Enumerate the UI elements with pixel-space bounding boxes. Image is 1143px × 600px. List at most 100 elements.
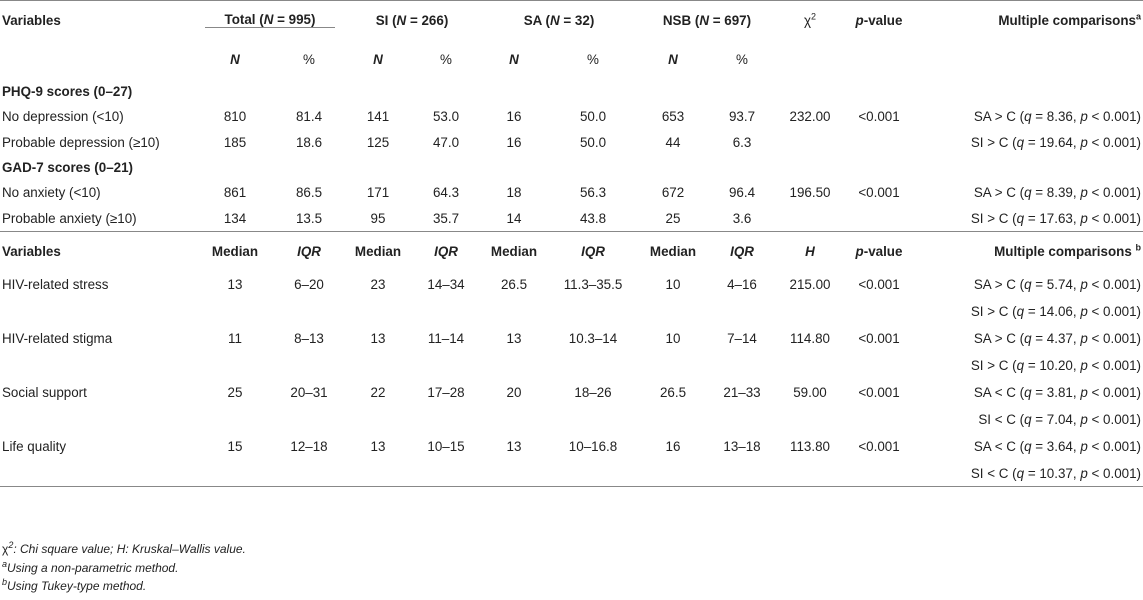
empty-cell <box>638 460 708 487</box>
cell-value: 10 <box>665 276 681 292</box>
row-label: No anxiety (<10) <box>2 184 101 200</box>
pct-header: % <box>736 51 748 67</box>
footnote-b: bUsing Tukey-type method. <box>2 577 147 594</box>
empty-cell <box>638 298 708 324</box>
empty-cell <box>412 406 480 432</box>
cell-value: 50.0 <box>579 134 607 150</box>
header-row-continuous: Variables Median IQR Median IQR Median IQR Medi… <box>0 232 1143 271</box>
cell-value: 18.6 <box>295 134 323 150</box>
cell-value: 53.0 <box>432 108 460 124</box>
n-header: N <box>668 51 678 67</box>
empty-cell <box>638 352 708 378</box>
cell-value: 21–33 <box>723 384 761 400</box>
cell-value: 6.3 <box>732 134 752 150</box>
empty-cell <box>638 406 708 432</box>
cell-value: 13 <box>506 438 522 454</box>
empty-cell <box>776 298 844 324</box>
chi-square-value: 232.00 <box>789 108 831 124</box>
iqr-header: IQR <box>434 243 458 259</box>
empty-cell <box>0 352 196 378</box>
table-row: No depression (<10) 810 81.4 141 53.0 16 50.0 6… <box>0 103 1143 129</box>
cell-value: 12–18 <box>290 438 328 454</box>
header-row-groups: Variables Total (N = 995) SI (N = 266) S… <box>0 0 1143 39</box>
row-label: HIV-related stress <box>2 276 109 292</box>
empty-cell <box>0 460 196 487</box>
table-row: HIV-related stress 13 6–20 23 14–34 26.5 11.3–… <box>0 270 1143 298</box>
cell-value: 10 <box>665 330 681 346</box>
cell-value: 25 <box>227 384 243 400</box>
h-value: 114.80 <box>790 330 830 346</box>
h-header: H <box>805 243 815 259</box>
section-title: GAD-7 scores (0–21) <box>2 159 133 175</box>
cell-value: 16 <box>506 108 522 124</box>
chi-square-value <box>776 205 844 232</box>
p-value <box>844 129 914 155</box>
cell-value: 810 <box>223 108 247 124</box>
table-row: Life quality 15 12–18 13 10–15 13 10–16.8 16 13–… <box>0 432 1143 460</box>
cell-value: 95 <box>344 205 412 232</box>
iqr-header: IQR <box>581 243 605 259</box>
row-label: No depression (<10) <box>2 108 124 124</box>
cell-value: 86.5 <box>295 184 323 200</box>
empty-cell <box>548 352 638 378</box>
table-footnotes: χ2: Chi square value; H: Kruskal–Wallis … <box>2 540 246 596</box>
cell-value: 8–13 <box>294 330 324 346</box>
empty-cell <box>776 406 844 432</box>
row-label: Probable depression (≥10) <box>2 134 160 150</box>
cell-value: 20–31 <box>290 384 328 400</box>
cell-value: 13 <box>370 438 386 454</box>
cell-value: 16 <box>506 134 522 150</box>
cell-value: 96.4 <box>728 184 756 200</box>
row-label: HIV-related stigma <box>2 330 113 346</box>
cell-value: 13 <box>227 276 243 292</box>
empty-cell <box>412 460 480 487</box>
chi-square-value: 196.50 <box>789 184 831 200</box>
cell-value: 861 <box>223 184 247 200</box>
p-value: <0.001 <box>858 330 900 346</box>
table-row: Probable anxiety (≥10) 134 13.5 95 35.7 14 43.… <box>0 205 1143 232</box>
empty-cell <box>548 460 638 487</box>
table-row: Probable depression (≥10) 185 18.6 125 47.0 1… <box>0 129 1143 155</box>
section-title-row: PHQ-9 scores (0–27) <box>0 79 1143 103</box>
multiple-comparison: SI > C (q = 19.64, p < 0.001) <box>970 134 1141 150</box>
footnote-a: aUsing a non-parametric method. <box>2 558 179 575</box>
cell-value: 11 <box>228 330 242 346</box>
empty-cell <box>0 298 196 324</box>
cell-value: 64.3 <box>432 184 460 200</box>
empty-cell <box>0 406 196 432</box>
cell-value: 7–14 <box>727 330 757 346</box>
cell-value: 26.5 <box>659 384 687 400</box>
group-header-total: Total (N = 995) <box>196 0 344 39</box>
p-value: <0.001 <box>858 438 900 454</box>
empty-cell <box>412 352 480 378</box>
cell-value: 20 <box>506 384 522 400</box>
iqr-header: IQR <box>730 243 754 259</box>
pct-header: % <box>587 51 599 67</box>
empty-cell <box>844 298 914 324</box>
n-header: N <box>373 51 383 67</box>
cell-value: 11.3–35.5 <box>563 276 623 292</box>
multiple-comparisons-header: Multiple comparisons b <box>994 242 1141 259</box>
multiple-comparison: SA > C (q = 8.39, p < 0.001) <box>973 184 1141 200</box>
cell-value: 23 <box>370 276 386 292</box>
cell-value: 47.0 <box>432 134 460 150</box>
multiple-comparison: SA > C (q = 4.37, p < 0.001) <box>973 330 1141 346</box>
variables-header: Variables <box>0 0 196 39</box>
cell-value: 13 <box>506 330 522 346</box>
group-header-nsb: NSB (N = 697) <box>638 0 776 39</box>
empty-cell <box>548 298 638 324</box>
iqr-header: IQR <box>297 243 321 259</box>
p-value-header: p-value <box>844 0 914 39</box>
empty-cell <box>344 298 412 324</box>
pct-header: % <box>303 51 315 67</box>
empty-cell <box>480 406 548 432</box>
cell-value: 10–15 <box>427 438 465 454</box>
row-label: Probable anxiety (≥10) <box>0 205 196 232</box>
p-value <box>844 205 914 232</box>
header-row-n-pct: N % N % N % N % <box>0 39 1143 79</box>
empty-cell <box>196 460 274 487</box>
empty-cell <box>708 298 776 324</box>
cell-value: 672 <box>661 184 685 200</box>
n-header: N <box>230 51 240 67</box>
cell-value: 35.7 <box>412 205 480 232</box>
